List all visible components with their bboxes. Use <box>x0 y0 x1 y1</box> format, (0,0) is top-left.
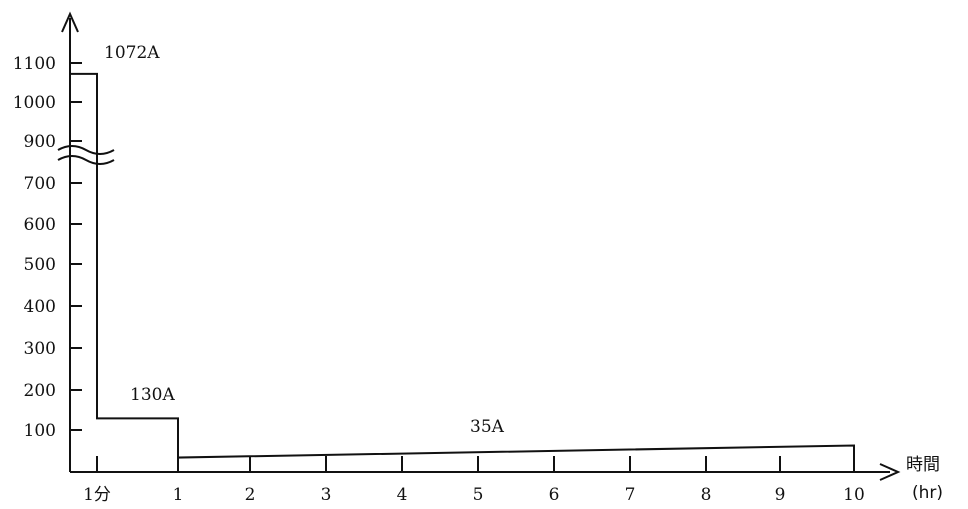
data-label: 1072A <box>104 43 160 63</box>
x-tick-label: 3 <box>321 485 332 505</box>
x-tick-label: 4 <box>397 485 408 505</box>
x-axis-arrow-icon <box>879 463 901 481</box>
x-tick-label: 1 <box>173 485 184 505</box>
y-tick-label: 1100 <box>13 54 56 74</box>
y-tick-label: 500 <box>24 255 56 275</box>
x-axis-unit: (hr) <box>912 483 943 503</box>
y-tick-label: 300 <box>24 339 56 359</box>
x-axis-title: 時間 <box>906 455 940 475</box>
x-tick-label: 2 <box>245 485 256 505</box>
series-line <box>70 72 855 472</box>
y-tick-label: 600 <box>24 215 56 235</box>
x-ticks: 1分 1 2 3 4 5 6 7 8 9 10 <box>83 456 865 505</box>
y-tick-label: 100 <box>24 421 56 441</box>
y-tick-label: 200 <box>24 381 56 401</box>
x-tick-label: 7 <box>625 485 636 505</box>
x-tick-label: 8 <box>701 485 712 505</box>
x-tick-label: 9 <box>775 485 786 505</box>
y-tick-label: 1000 <box>13 93 56 113</box>
y-tick-label: 900 <box>24 132 56 152</box>
axis-break-icon <box>57 145 115 165</box>
y-axis-arrow-icon <box>61 11 79 33</box>
data-label: 35A <box>470 417 505 437</box>
x-tick-label: 1分 <box>83 485 111 505</box>
y-tick-label: 700 <box>24 174 56 194</box>
x-tick-label: 5 <box>473 485 484 505</box>
data-label: 130A <box>130 385 175 405</box>
x-tick-label: 6 <box>549 485 560 505</box>
y-tick-label: 400 <box>24 297 56 317</box>
x-tick-label: 10 <box>843 485 865 505</box>
data-labels: 1072A 130A 35A <box>104 43 505 437</box>
y-ticks: 100 200 300 400 500 600 700 900 1000 1100 <box>13 54 82 441</box>
